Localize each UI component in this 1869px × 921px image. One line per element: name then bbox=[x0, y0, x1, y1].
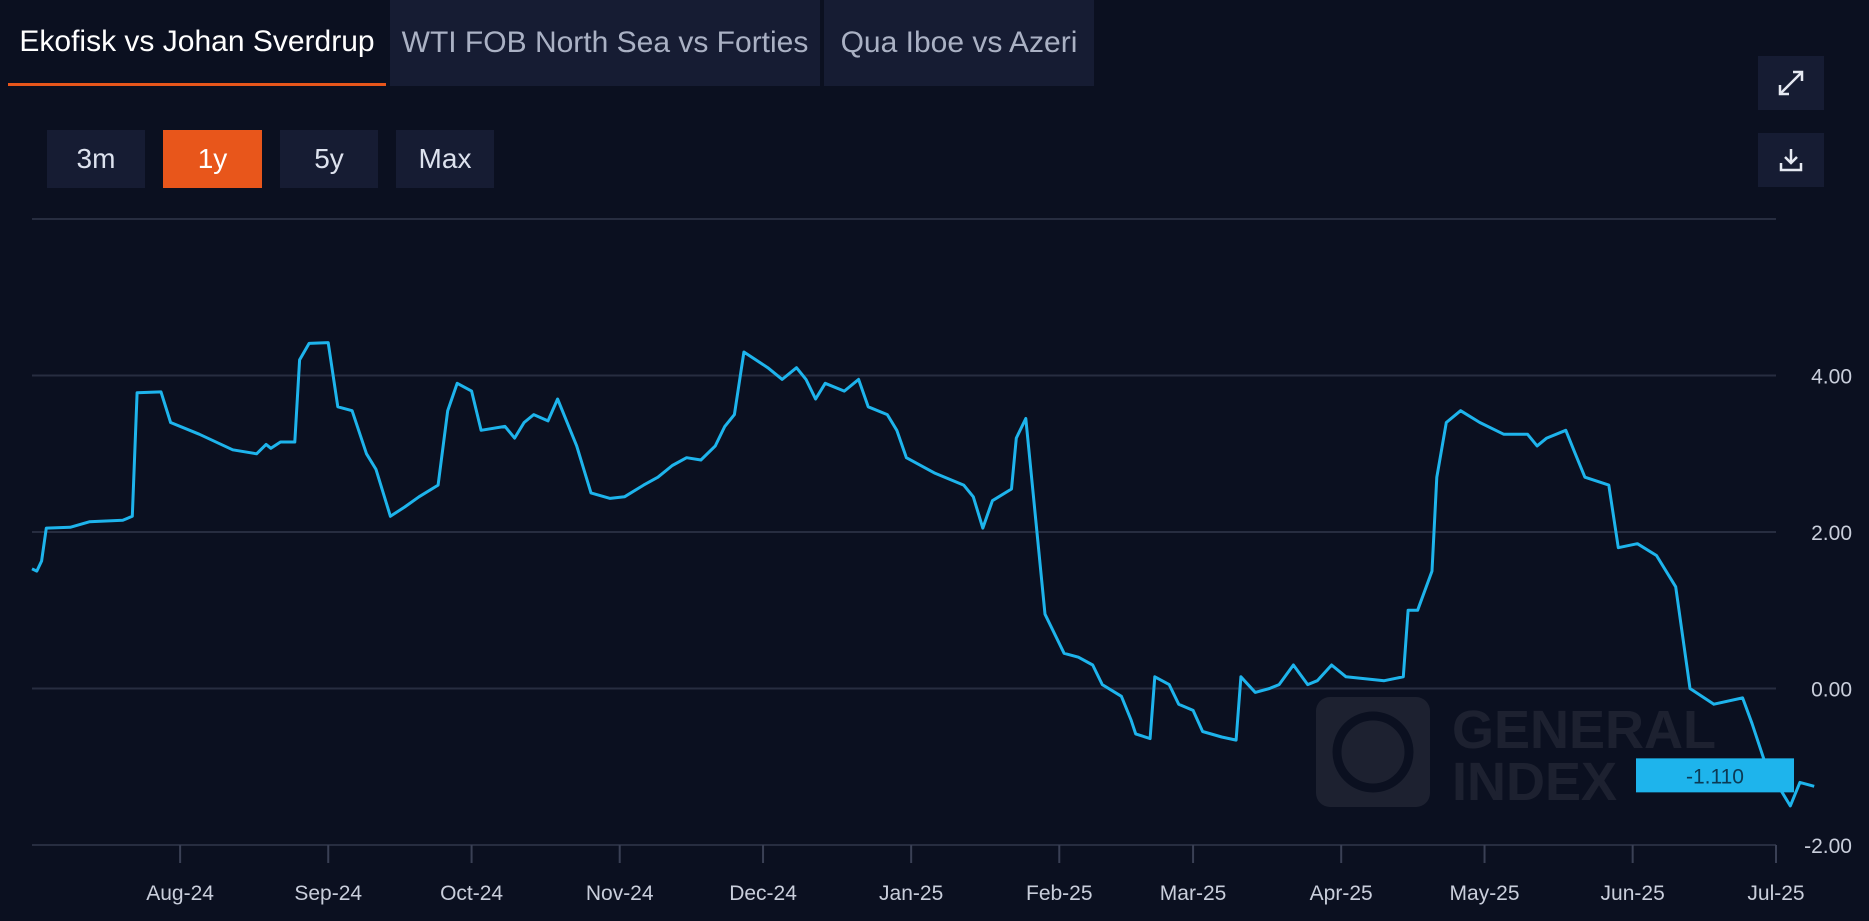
watermark-text-1: GENERAL bbox=[1452, 700, 1716, 760]
tab-ekofisk-vs-johan-sverdrup[interactable]: Ekofisk vs Johan Sverdrup bbox=[8, 0, 386, 86]
series-line bbox=[31, 341, 1815, 808]
tab-wti-fob-north-sea-vs-forties[interactable]: WTI FOB North Sea vs Forties bbox=[390, 0, 820, 86]
x-tick-label: Jun-25 bbox=[1601, 882, 1665, 905]
watermark: GENERAL INDEX bbox=[1316, 697, 1716, 812]
range-max-button[interactable]: Max bbox=[396, 130, 494, 188]
download-button[interactable] bbox=[1758, 133, 1824, 187]
expand-icon bbox=[1778, 70, 1804, 96]
x-tick-label: Apr-25 bbox=[1310, 882, 1373, 905]
x-tick-label: Jan-25 bbox=[879, 882, 943, 905]
x-tick-label: Mar-25 bbox=[1160, 882, 1227, 905]
x-tick-label: Dec-24 bbox=[729, 882, 797, 905]
range-selector: 3m 1y 5y Max bbox=[47, 130, 512, 188]
x-tick-label: Jul-25 bbox=[1747, 882, 1804, 905]
series-group bbox=[31, 341, 1815, 808]
y-tick-label: -2.00 bbox=[1804, 835, 1852, 858]
x-tick-label: Oct-24 bbox=[440, 882, 503, 905]
range-1y-button[interactable]: 1y bbox=[163, 130, 262, 188]
x-tick-label: Feb-25 bbox=[1026, 882, 1093, 905]
watermark-text-2: INDEX bbox=[1452, 752, 1617, 812]
last-value-label-box bbox=[1636, 758, 1794, 793]
watermark-logo-box bbox=[1316, 697, 1430, 807]
last-value-label: -1.110 bbox=[1686, 765, 1744, 788]
y-axis: 4.00 2.00 0.00 -2.00 bbox=[1804, 366, 1852, 859]
tab-qua-iboe-vs-azeri[interactable]: Qua Iboe vs Azeri bbox=[824, 0, 1094, 86]
y-tick-label: 0.00 bbox=[1811, 679, 1852, 702]
x-tick-label: Sep-24 bbox=[294, 882, 362, 905]
y-tick-label: 4.00 bbox=[1811, 366, 1852, 389]
y-tick-label: 2.00 bbox=[1811, 522, 1852, 545]
chart-tabs: Ekofisk vs Johan Sverdrup WTI FOB North … bbox=[8, 0, 1098, 88]
x-axis: Aug-24 Sep-24 Oct-24 Nov-24 Dec-24 Jan-25 Feb-… bbox=[146, 845, 1805, 905]
expand-button[interactable] bbox=[1758, 56, 1824, 110]
x-tick-label: May-25 bbox=[1450, 882, 1520, 905]
range-5y-button[interactable]: 5y bbox=[280, 130, 378, 188]
download-icon bbox=[1779, 149, 1803, 172]
last-value-label-group: -1.110 bbox=[1636, 758, 1794, 793]
x-tick-label: Aug-24 bbox=[146, 882, 214, 905]
x-tick-label: Nov-24 bbox=[586, 882, 654, 905]
range-3m-button[interactable]: 3m bbox=[47, 130, 145, 188]
watermark-logo-ring bbox=[1332, 711, 1414, 793]
